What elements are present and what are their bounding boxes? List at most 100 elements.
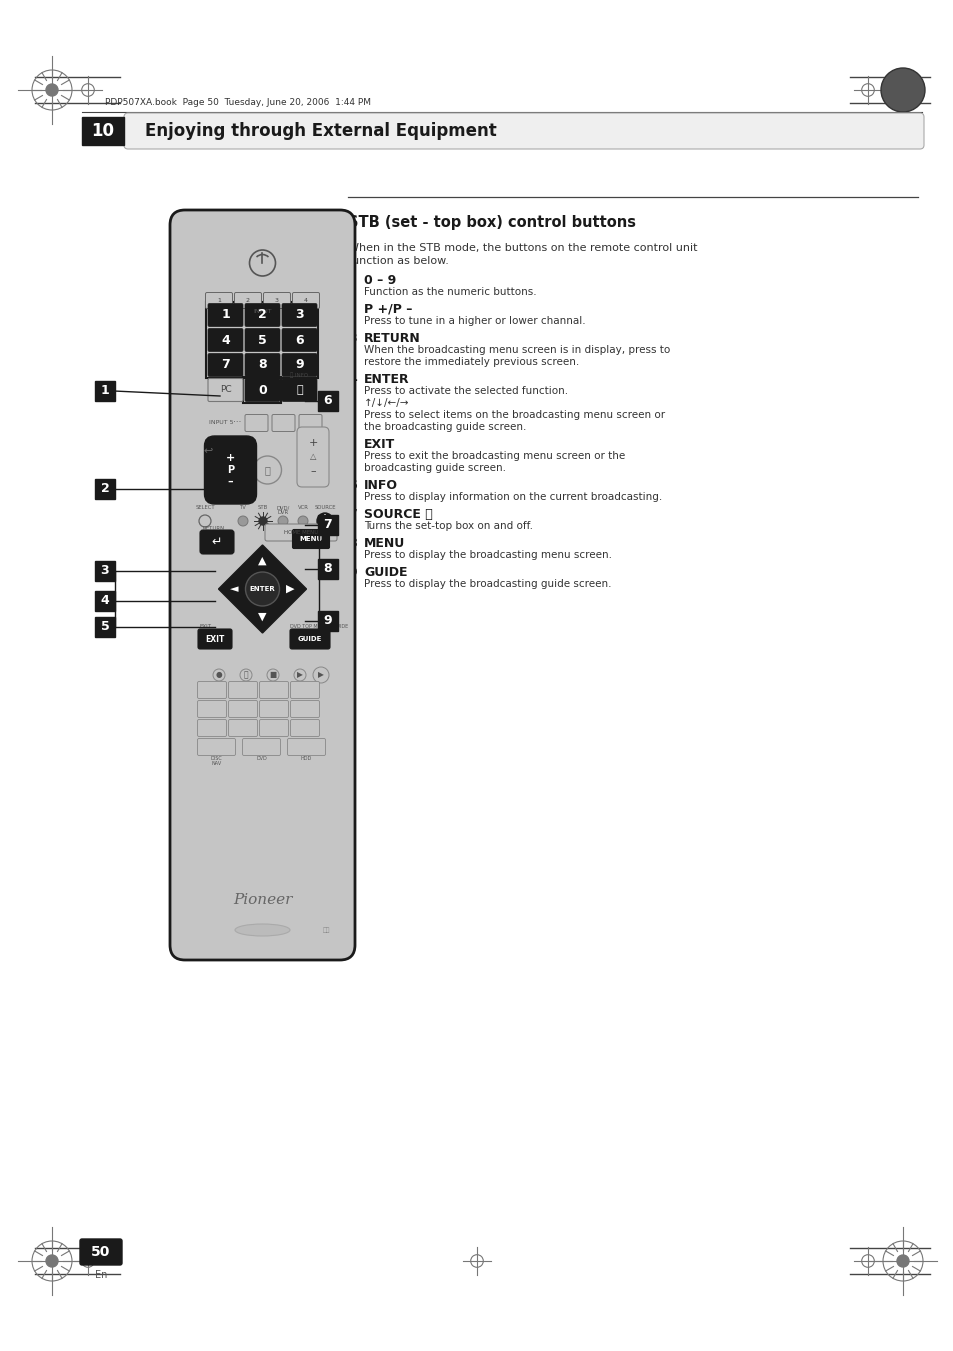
FancyBboxPatch shape <box>245 354 280 377</box>
Text: SOURCE ⏻: SOURCE ⏻ <box>364 508 433 521</box>
Text: ▶: ▶ <box>286 584 294 594</box>
Text: 10: 10 <box>91 122 114 141</box>
Text: RETURN: RETURN <box>364 332 420 345</box>
Text: Pioneer: Pioneer <box>233 893 292 907</box>
FancyBboxPatch shape <box>282 354 316 377</box>
FancyBboxPatch shape <box>204 436 256 504</box>
Circle shape <box>316 513 333 530</box>
Text: GUIDE: GUIDE <box>297 636 322 642</box>
FancyBboxPatch shape <box>208 304 243 327</box>
Text: EXIT: EXIT <box>364 438 395 451</box>
Text: +: + <box>308 438 317 449</box>
Text: 8: 8 <box>348 536 356 550</box>
Text: GUIDE: GUIDE <box>364 566 407 580</box>
Text: 1: 1 <box>348 274 356 286</box>
Text: 0 – 9: 0 – 9 <box>364 274 395 286</box>
FancyBboxPatch shape <box>197 681 226 698</box>
Text: DVD/
DVR: DVD/ DVR <box>276 505 290 515</box>
Text: 🔇: 🔇 <box>264 465 270 476</box>
Text: DVD: DVD <box>255 757 267 761</box>
FancyBboxPatch shape <box>293 530 329 549</box>
Circle shape <box>46 1255 58 1267</box>
Text: 5: 5 <box>258 334 267 346</box>
Text: +: + <box>226 453 234 463</box>
FancyBboxPatch shape <box>282 304 316 327</box>
Text: 7: 7 <box>221 358 230 372</box>
Circle shape <box>896 1255 908 1267</box>
FancyBboxPatch shape <box>291 701 319 717</box>
Text: Function as the numeric buttons.: Function as the numeric buttons. <box>364 286 536 297</box>
Text: Press to activate the selected function.: Press to activate the selected function. <box>364 386 568 396</box>
FancyBboxPatch shape <box>265 524 336 540</box>
FancyBboxPatch shape <box>197 720 226 736</box>
Text: 7: 7 <box>348 508 356 521</box>
Text: SOURCE: SOURCE <box>314 505 335 509</box>
Text: 1: 1 <box>217 299 221 303</box>
Text: ⋯: ⋯ <box>233 417 241 427</box>
FancyBboxPatch shape <box>291 720 319 736</box>
Text: 3: 3 <box>294 308 303 322</box>
FancyBboxPatch shape <box>259 681 288 698</box>
Text: 3: 3 <box>274 299 278 303</box>
FancyBboxPatch shape <box>317 515 337 535</box>
FancyBboxPatch shape <box>95 381 115 401</box>
FancyBboxPatch shape <box>242 739 280 755</box>
Circle shape <box>213 669 225 681</box>
FancyBboxPatch shape <box>95 590 115 611</box>
Text: 2: 2 <box>100 482 110 496</box>
FancyBboxPatch shape <box>263 293 291 308</box>
Text: 6: 6 <box>348 480 356 492</box>
Text: ⏻ INFO: ⏻ INFO <box>290 373 308 378</box>
FancyBboxPatch shape <box>205 293 233 308</box>
Text: When in the STB mode, the buttons on the remote control unit: When in the STB mode, the buttons on the… <box>348 243 697 253</box>
FancyBboxPatch shape <box>200 530 233 554</box>
FancyBboxPatch shape <box>293 293 319 308</box>
Text: ↑/↓/←/→: ↑/↓/←/→ <box>364 399 409 408</box>
Text: 3: 3 <box>348 332 356 345</box>
Text: 2: 2 <box>246 299 250 303</box>
Text: Press to exit the broadcasting menu screen or the: Press to exit the broadcasting menu scre… <box>364 451 624 461</box>
FancyBboxPatch shape <box>208 354 243 377</box>
FancyBboxPatch shape <box>124 113 923 149</box>
Text: 5: 5 <box>348 438 356 451</box>
Text: ◄: ◄ <box>230 584 238 594</box>
FancyBboxPatch shape <box>245 378 280 401</box>
Circle shape <box>880 68 924 112</box>
Text: 4: 4 <box>100 594 110 608</box>
FancyBboxPatch shape <box>317 390 337 411</box>
Text: PC: PC <box>219 385 231 394</box>
Text: 8: 8 <box>323 562 332 576</box>
Text: ENTER: ENTER <box>364 373 409 386</box>
Text: 1: 1 <box>221 308 230 322</box>
Text: ENTER: ENTER <box>250 586 275 592</box>
FancyBboxPatch shape <box>282 328 316 351</box>
Text: ↵: ↵ <box>212 535 222 549</box>
Ellipse shape <box>234 924 290 936</box>
Text: Press to display information on the current broadcasting.: Press to display information on the curr… <box>364 492 661 503</box>
Text: 3: 3 <box>101 565 110 577</box>
FancyBboxPatch shape <box>282 378 316 401</box>
FancyBboxPatch shape <box>229 701 257 717</box>
FancyBboxPatch shape <box>317 559 337 580</box>
FancyBboxPatch shape <box>259 720 288 736</box>
Text: P: P <box>227 465 233 476</box>
FancyBboxPatch shape <box>198 630 232 648</box>
Text: DISC
NAV: DISC NAV <box>211 757 222 766</box>
Text: When the broadcasting menu screen is in display, press to: When the broadcasting menu screen is in … <box>364 345 670 355</box>
FancyBboxPatch shape <box>298 415 322 431</box>
Text: P +/P –: P +/P – <box>364 303 412 316</box>
Circle shape <box>245 571 279 607</box>
FancyBboxPatch shape <box>80 1239 122 1265</box>
FancyBboxPatch shape <box>95 561 115 581</box>
FancyBboxPatch shape <box>317 611 337 631</box>
Text: function as below.: function as below. <box>348 255 449 266</box>
Text: VCR: VCR <box>297 505 308 509</box>
Text: ⏸: ⏸ <box>243 670 248 680</box>
Text: 9: 9 <box>294 358 303 372</box>
Circle shape <box>237 516 248 526</box>
Text: 8: 8 <box>258 358 267 372</box>
Polygon shape <box>218 544 306 634</box>
FancyBboxPatch shape <box>245 304 280 327</box>
Text: 9: 9 <box>348 566 356 580</box>
Text: Enjoying through External Equipment: Enjoying through External Equipment <box>145 122 497 141</box>
